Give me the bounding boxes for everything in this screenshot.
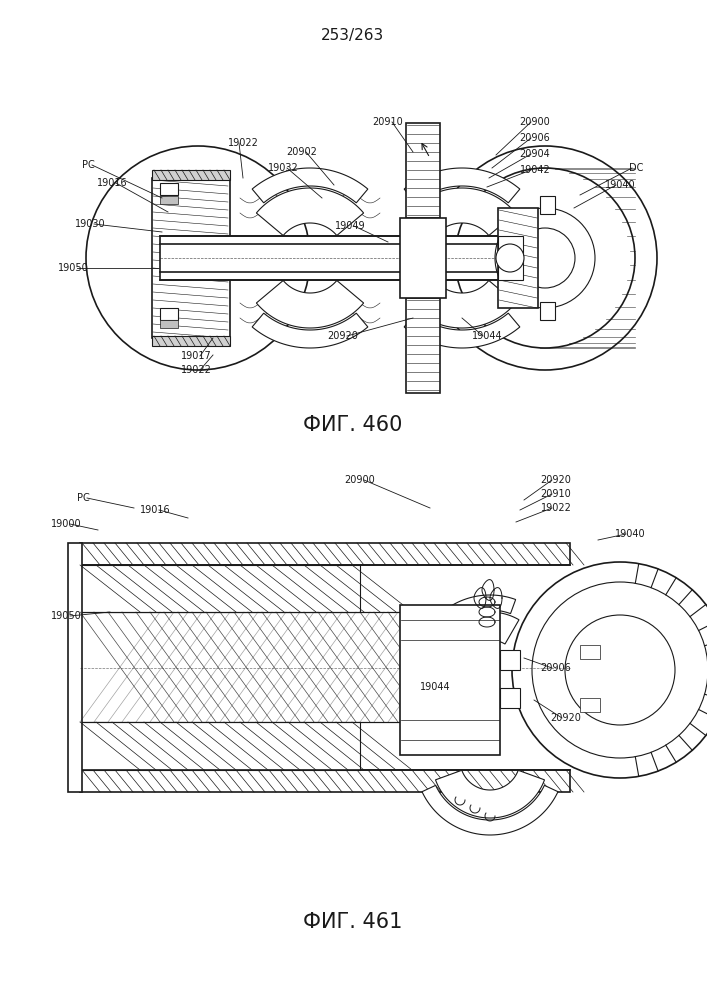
Bar [152, 170, 230, 180]
Bar [400, 218, 446, 298]
Bar [580, 645, 600, 659]
Bar [80, 543, 570, 565]
Text: 20920: 20920 [551, 713, 581, 723]
Bar [500, 688, 520, 708]
Text: 19022: 19022 [541, 503, 571, 513]
Text: 20910: 20910 [373, 117, 404, 127]
Polygon shape [436, 770, 544, 818]
Text: 20902: 20902 [286, 147, 317, 157]
Text: 20900: 20900 [520, 117, 550, 127]
Text: 20906: 20906 [520, 133, 550, 143]
Bar [498, 236, 523, 280]
Text: 20920: 20920 [541, 475, 571, 485]
Polygon shape [404, 168, 520, 203]
Text: 19040: 19040 [604, 180, 636, 190]
Bar [540, 196, 555, 214]
Polygon shape [409, 280, 515, 328]
Text: ФИГ. 461: ФИГ. 461 [303, 912, 403, 932]
Text: 19044: 19044 [472, 331, 502, 341]
Circle shape [496, 244, 524, 272]
Text: 19049: 19049 [334, 221, 366, 231]
Polygon shape [252, 313, 368, 348]
Bar [400, 605, 500, 755]
Text: 20900: 20900 [344, 475, 375, 485]
Text: 19016: 19016 [140, 505, 170, 515]
Text: 19017: 19017 [180, 351, 211, 361]
Bar [160, 320, 178, 328]
Bar [80, 770, 570, 792]
Bar [160, 236, 500, 280]
Polygon shape [252, 168, 368, 203]
Text: 19022: 19022 [228, 138, 259, 148]
Text: 19000: 19000 [51, 519, 81, 529]
Text: ФИГ. 460: ФИГ. 460 [303, 415, 403, 435]
Text: PC: PC [81, 160, 94, 170]
Bar [160, 308, 178, 320]
Circle shape [532, 582, 707, 758]
Text: 20920: 20920 [327, 331, 358, 341]
Text: 19016: 19016 [97, 178, 127, 188]
Polygon shape [257, 188, 363, 236]
Text: DC: DC [629, 163, 643, 173]
Bar [498, 208, 538, 308]
Bar [80, 612, 420, 722]
Polygon shape [404, 313, 520, 348]
Circle shape [515, 228, 575, 288]
Text: 19050: 19050 [51, 611, 81, 621]
Text: PC: PC [76, 493, 89, 503]
Polygon shape [418, 595, 515, 654]
Text: 253/263: 253/263 [322, 28, 385, 43]
Polygon shape [433, 612, 519, 665]
Bar [580, 698, 600, 712]
Text: 19040: 19040 [614, 529, 645, 539]
Polygon shape [257, 280, 363, 328]
Text: 20906: 20906 [541, 663, 571, 673]
Bar [406, 298, 440, 393]
Text: 19042: 19042 [520, 165, 550, 175]
Polygon shape [422, 785, 558, 835]
Circle shape [455, 168, 635, 348]
Bar [540, 302, 555, 320]
Text: 20904: 20904 [520, 149, 550, 159]
Bar [152, 336, 230, 346]
Circle shape [512, 562, 707, 778]
Text: 19022: 19022 [180, 365, 211, 375]
Circle shape [495, 208, 595, 308]
Bar [160, 183, 178, 195]
Bar [160, 196, 178, 204]
Text: 19050: 19050 [58, 263, 88, 273]
Polygon shape [80, 565, 360, 612]
Bar [152, 178, 230, 338]
Text: 19032: 19032 [268, 163, 298, 173]
Circle shape [433, 146, 657, 370]
Text: 20910: 20910 [541, 489, 571, 499]
Polygon shape [409, 188, 515, 236]
Bar [68, 543, 82, 792]
Bar [500, 650, 520, 670]
Circle shape [565, 615, 675, 725]
Bar [406, 123, 440, 218]
Polygon shape [80, 722, 360, 770]
Circle shape [86, 146, 310, 370]
Text: 19044: 19044 [420, 682, 450, 692]
Text: 19030: 19030 [75, 219, 105, 229]
